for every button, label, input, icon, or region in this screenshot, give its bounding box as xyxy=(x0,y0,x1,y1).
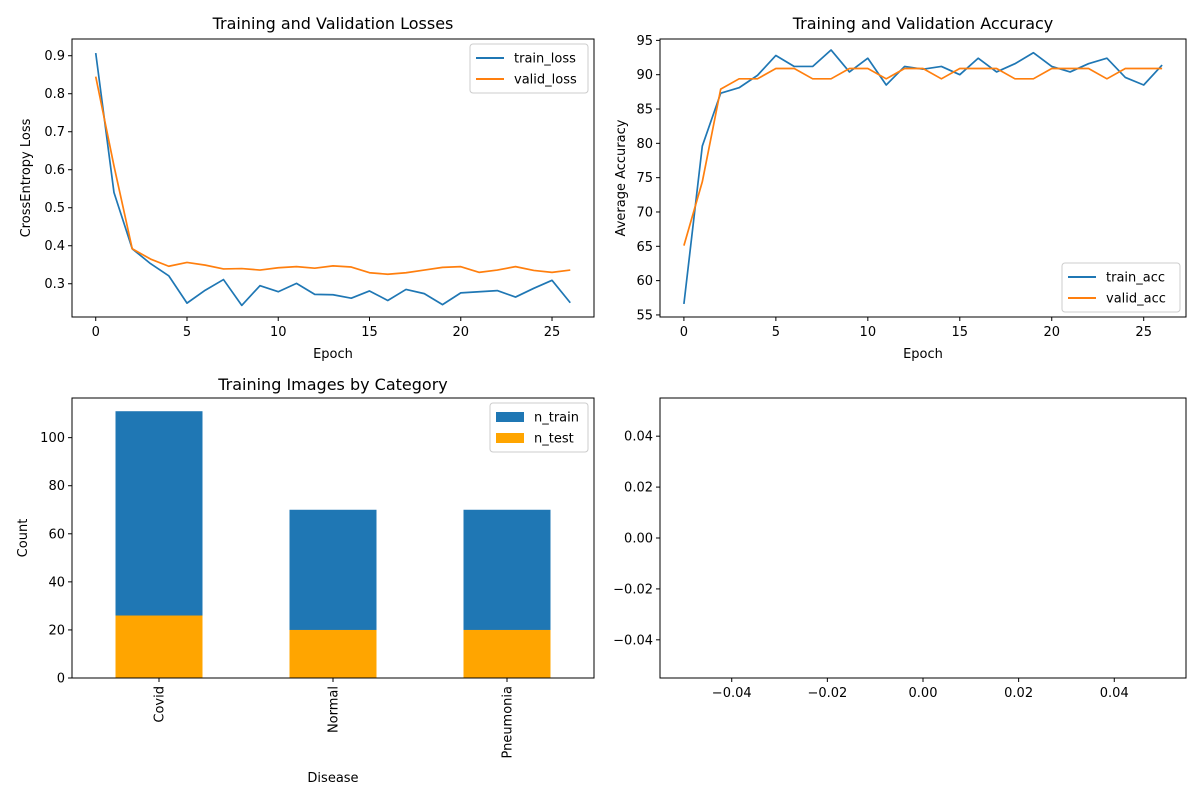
accuracy-xtick-label: 15 xyxy=(952,325,969,340)
bar-ytick-label: 100 xyxy=(40,431,65,446)
accuracy-ytick-label: 95 xyxy=(636,34,653,49)
accuracy-ytick-label: 80 xyxy=(636,137,653,152)
accuracy-ytick-label: 90 xyxy=(636,68,653,83)
bar-ytick-label: 80 xyxy=(48,479,65,494)
bar-category-label: Pneumonia xyxy=(501,686,516,759)
loss-ytick-label: 0.8 xyxy=(44,87,65,102)
accuracy-xtick-label: 25 xyxy=(1135,325,1152,340)
loss-ytick-label: 0.4 xyxy=(44,239,65,254)
empty-ytick-label: −0.04 xyxy=(613,633,653,648)
bar-legend-swatch-n_test xyxy=(496,433,524,443)
accuracy-chart-title: Training and Validation Accuracy xyxy=(792,14,1054,33)
accuracy-chart: Training and Validation Accuracy Epoch A… xyxy=(614,14,1187,362)
accuracy-legend-label-train_acc: train_acc xyxy=(1106,271,1165,286)
accuracy-xtick-label: 0 xyxy=(680,325,688,340)
bar-n_test-pneumonia xyxy=(463,629,551,678)
loss-legend xyxy=(469,43,589,94)
accuracy-legend-label-valid_acc: valid_acc xyxy=(1106,292,1166,307)
bar-ytick-label: 40 xyxy=(48,575,65,590)
empty-ytick-label: −0.02 xyxy=(613,582,653,597)
accuracy-ytick-label: 85 xyxy=(636,103,653,118)
accuracy-xtick-label: 20 xyxy=(1043,325,1060,340)
loss-xtick-label: 0 xyxy=(92,325,100,340)
bar-category-label: Covid xyxy=(153,686,168,723)
loss-ytick-label: 0.5 xyxy=(44,201,65,216)
empty-xtick-label: 0.04 xyxy=(1100,686,1129,701)
bar-n_test-normal xyxy=(289,629,377,678)
loss-ytick-label: 0.6 xyxy=(44,163,65,178)
bar-ytick-label: 20 xyxy=(48,623,65,638)
loss-legend-label-valid_loss: valid_loss xyxy=(514,73,577,88)
accuracy-chart-ylabel: Average Accuracy xyxy=(614,119,629,236)
loss-xtick-label: 20 xyxy=(452,325,469,340)
bar-n_test-covid xyxy=(115,615,203,678)
loss-chart: Training and Validation Losses Epoch Cro… xyxy=(19,14,595,362)
loss-ytick-label: 0.3 xyxy=(44,277,65,292)
empty-xtick-label: −0.04 xyxy=(712,686,752,701)
bar-ytick-label: 60 xyxy=(48,527,65,542)
accuracy-legend xyxy=(1061,262,1181,313)
bar-legend-label-n_train: n_train xyxy=(534,411,579,426)
empty-ytick-label: 0.00 xyxy=(624,532,653,547)
loss-ytick-label: 0.7 xyxy=(44,125,65,140)
accuracy-ytick-label: 70 xyxy=(636,205,653,220)
loss-xtick-label: 5 xyxy=(183,325,191,340)
loss-xtick-label: 15 xyxy=(361,325,378,340)
empty-xtick-label: 0.02 xyxy=(1004,686,1033,701)
empty-chart: −0.04 −0.02 0.00 0.02 0.04 −0.04 −0.02 0.00 0.02… xyxy=(613,397,1187,701)
accuracy-ytick-label: 65 xyxy=(636,240,653,255)
loss-chart-title: Training and Validation Losses xyxy=(212,14,454,33)
loss-legend-label-train_loss: train_loss xyxy=(514,52,576,67)
loss-ytick-label: 0.9 xyxy=(44,49,65,64)
loss-axes-frame xyxy=(71,38,595,318)
accuracy-ytick-label: 55 xyxy=(636,308,653,323)
accuracy-xtick-label: 10 xyxy=(860,325,877,340)
bar-chart-ylabel: Count xyxy=(16,519,31,558)
empty-xtick-label: 0.00 xyxy=(909,686,938,701)
bar-legend-swatch-n_train xyxy=(496,412,524,422)
empty-ytick-label: 0.04 xyxy=(624,430,653,445)
loss-chart-xlabel: Epoch xyxy=(313,347,353,362)
bar-category-label: Normal xyxy=(327,686,342,733)
accuracy-chart-xlabel: Epoch xyxy=(903,347,943,362)
bar-chart-title: Training Images by Category xyxy=(217,375,448,394)
loss-chart-ylabel: CrossEntropy Loss xyxy=(19,118,34,237)
category-bar-chart: Training Images by Category Disease Coun… xyxy=(16,375,595,786)
bar-chart-xlabel: Disease xyxy=(307,771,358,786)
bar-ytick-label: 0 xyxy=(57,672,65,687)
accuracy-ytick-label: 75 xyxy=(636,171,653,186)
empty-ytick-label: 0.02 xyxy=(624,481,653,496)
empty-xtick-label: −0.02 xyxy=(807,686,847,701)
loss-xtick-label: 25 xyxy=(544,325,561,340)
accuracy-ytick-label: 60 xyxy=(636,274,653,289)
accuracy-xtick-label: 5 xyxy=(772,325,780,340)
loss-xtick-label: 10 xyxy=(270,325,287,340)
bar-legend-label-n_test: n_test xyxy=(534,432,574,447)
